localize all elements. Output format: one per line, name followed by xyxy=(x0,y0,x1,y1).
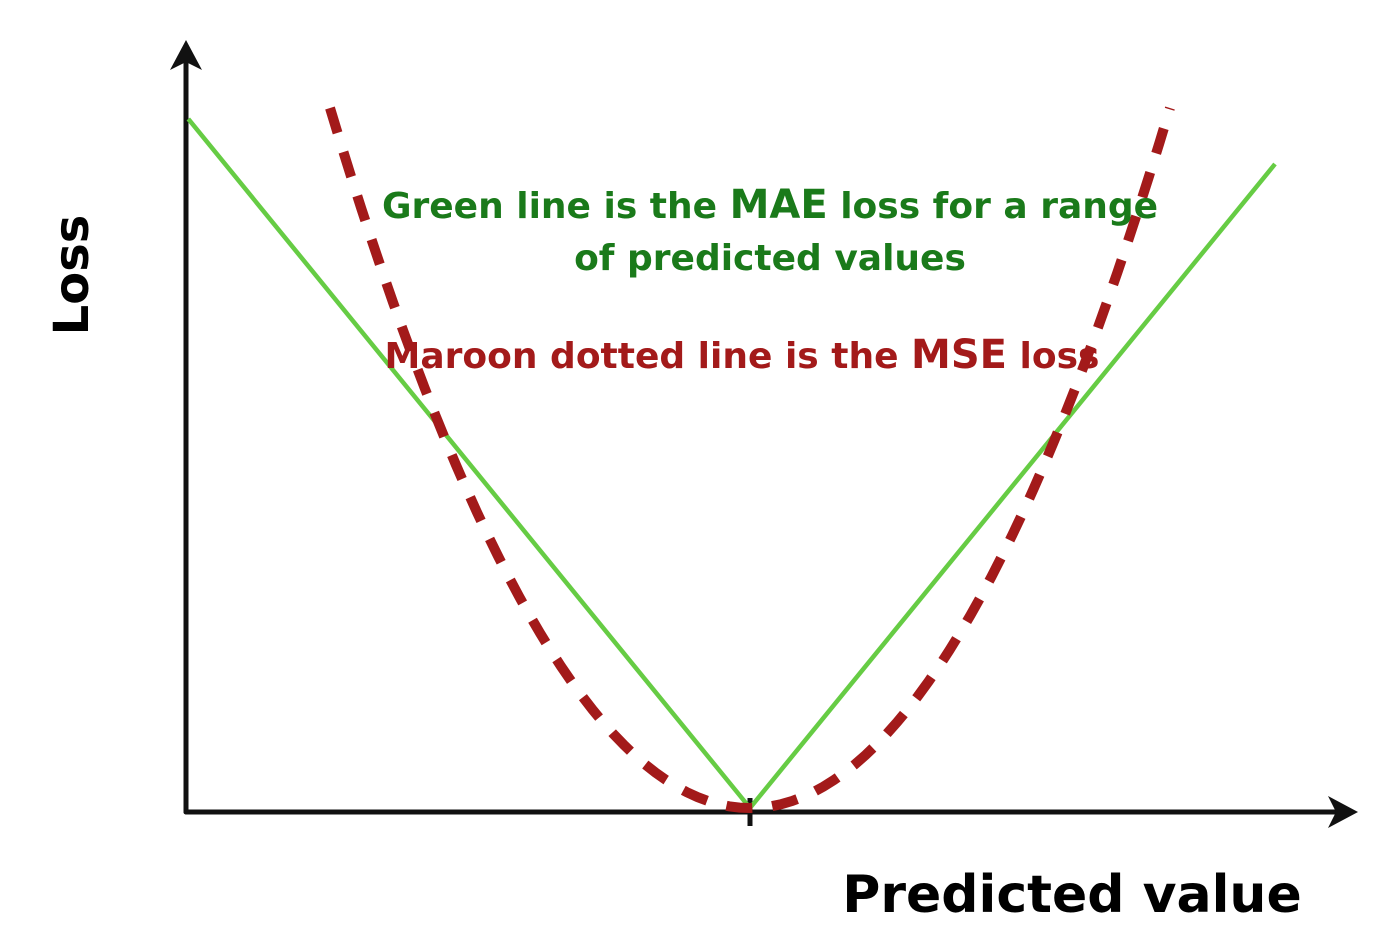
mse-annotation: Maroon dotted line is the MSE loss xyxy=(385,332,1100,378)
x-axis-arrowhead xyxy=(1328,796,1358,828)
y-axis-arrowhead xyxy=(170,40,202,70)
mse-annotation-bold: MSE xyxy=(911,332,1007,378)
mae-annotation-text-a: Green line is the xyxy=(382,186,730,227)
x-axis-label: Predicted value xyxy=(842,865,1301,925)
mae-annotation-text-b: loss for a range xyxy=(828,186,1158,227)
mse-annotation-text-b: loss xyxy=(1007,336,1099,377)
mae-annotation-bold: MAE xyxy=(730,182,828,228)
mae-annotation-line2: of predicted values xyxy=(574,238,966,279)
y-axis-label: Loss xyxy=(44,215,100,336)
mse-annotation-text-a: Maroon dotted line is the xyxy=(385,336,911,377)
mae-annotation-line1: Green line is the MAE loss for a range xyxy=(382,182,1158,228)
mse-series-line xyxy=(325,106,1175,814)
